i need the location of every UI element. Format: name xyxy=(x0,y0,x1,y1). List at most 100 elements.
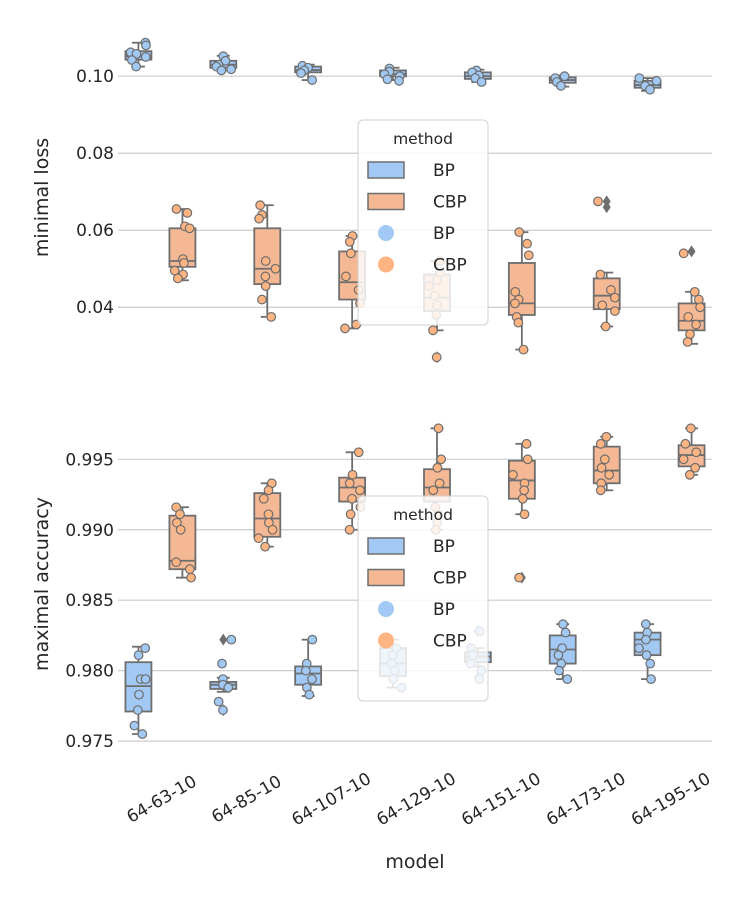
legend-label: CBP xyxy=(433,193,467,213)
box-cbp-64-85-10 xyxy=(253,478,282,552)
box-cbp-64-195-10 xyxy=(677,245,706,347)
data-point xyxy=(184,564,195,575)
data-point xyxy=(476,77,487,87)
data-point xyxy=(137,729,148,739)
outlier-marker xyxy=(687,245,696,258)
legend-swatch-dot xyxy=(378,225,394,241)
data-point xyxy=(171,204,182,214)
data-point xyxy=(304,689,315,700)
box-bp-64-85-10 xyxy=(209,633,238,717)
data-point xyxy=(307,75,318,85)
data-point xyxy=(695,302,706,313)
data-point xyxy=(260,271,271,282)
y-tick-label: 0.08 xyxy=(76,144,114,164)
data-point xyxy=(432,462,443,473)
box-bp-64-195-10 xyxy=(633,619,662,685)
data-point xyxy=(133,650,144,661)
box-cbp-64-107-10 xyxy=(338,447,367,535)
data-point xyxy=(255,200,266,211)
data-point xyxy=(513,317,524,328)
data-point xyxy=(558,619,568,630)
data-point xyxy=(689,286,700,297)
data-point xyxy=(129,720,140,731)
data-point xyxy=(254,213,264,224)
data-point xyxy=(514,227,525,238)
data-point xyxy=(186,572,196,583)
box-bp-64-151-10 xyxy=(463,65,492,87)
data-point xyxy=(519,509,530,520)
data-point xyxy=(344,524,355,535)
box-bp-64-85-10 xyxy=(209,51,238,76)
data-point xyxy=(345,509,356,520)
data-point xyxy=(270,263,281,274)
data-point xyxy=(260,281,271,291)
data-point xyxy=(651,75,662,86)
data-point xyxy=(134,689,144,700)
data-point xyxy=(353,447,364,458)
data-point xyxy=(436,454,447,465)
data-point xyxy=(562,674,573,685)
legend: method BP CBP BP CBP xyxy=(357,495,489,702)
data-point xyxy=(394,75,404,86)
box-cbp-64-63-10 xyxy=(168,502,197,583)
data-point xyxy=(340,323,350,334)
box-cbp-64-63-10 xyxy=(168,204,197,284)
legend-title: method xyxy=(393,130,453,148)
data-point xyxy=(514,572,525,583)
data-point xyxy=(179,258,189,268)
data-point xyxy=(141,40,151,51)
data-point xyxy=(601,431,612,442)
legend-box xyxy=(357,119,489,326)
box-bp-64-129-10 xyxy=(379,63,407,86)
legend-label: BP xyxy=(433,537,455,557)
box-bp-64-63-10 xyxy=(124,643,153,739)
data-point xyxy=(684,469,695,480)
data-point xyxy=(522,454,533,465)
box-bp-64-107-10 xyxy=(294,634,323,700)
data-point xyxy=(182,208,193,218)
data-point xyxy=(595,485,606,496)
data-point xyxy=(140,52,151,62)
data-point xyxy=(519,485,530,496)
data-point xyxy=(266,311,277,322)
y-tick-label: 0.10 xyxy=(76,67,114,87)
data-point xyxy=(690,462,701,473)
box-cbp-64-173-10 xyxy=(592,431,621,496)
y-tick-label: 0.985 xyxy=(65,591,114,611)
data-point xyxy=(347,469,358,480)
data-point xyxy=(172,273,183,284)
data-point xyxy=(604,469,615,480)
data-point xyxy=(641,650,652,661)
legend-swatch-box xyxy=(367,192,405,211)
box-cbp-64-151-10 xyxy=(507,227,536,355)
y-tick-label: 0.980 xyxy=(65,662,114,682)
y-tick-label: 0.975 xyxy=(65,732,114,752)
data-point xyxy=(553,650,564,661)
data-point xyxy=(253,533,264,544)
data-point xyxy=(641,634,651,645)
data-point xyxy=(518,344,529,355)
x-tick-label: 64-195-10 xyxy=(628,769,714,830)
data-point xyxy=(226,64,237,75)
data-point xyxy=(217,658,227,669)
legend-swatch-dot xyxy=(378,632,394,649)
x-tick-label: 64-151-10 xyxy=(458,769,544,830)
data-point xyxy=(223,682,234,693)
data-point xyxy=(341,271,351,282)
legend-swatch-dot xyxy=(378,256,394,273)
legend-label: CBP xyxy=(433,256,467,276)
data-point xyxy=(345,248,356,259)
data-point xyxy=(600,321,611,332)
data-point xyxy=(508,469,518,480)
legend-box xyxy=(357,495,489,702)
outlier-marker xyxy=(602,195,611,208)
data-point xyxy=(522,238,532,249)
data-point xyxy=(175,509,185,520)
data-point xyxy=(593,196,603,207)
box-bp-64-173-10 xyxy=(548,619,577,685)
data-point xyxy=(428,325,438,336)
y-tick-label: 0.04 xyxy=(76,298,114,318)
y-axis-label: maximal accuracy xyxy=(31,497,53,671)
data-point xyxy=(171,557,182,568)
data-point xyxy=(216,65,227,76)
